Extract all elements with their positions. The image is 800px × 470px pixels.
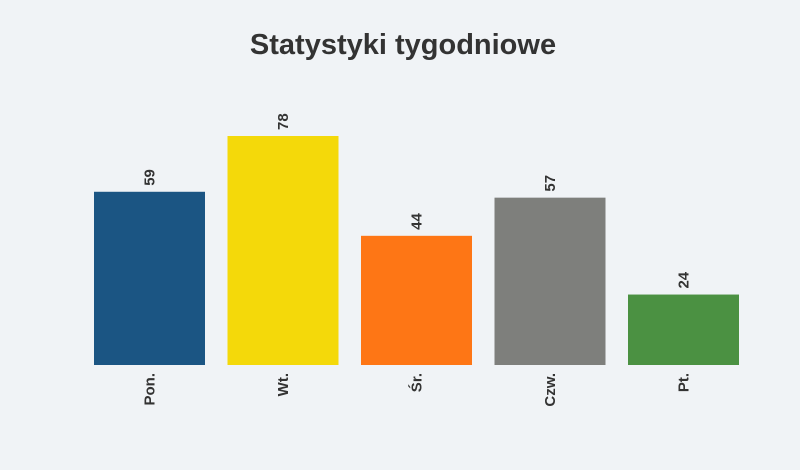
- bar-3: [494, 197, 606, 365]
- category-label: Czw.: [542, 373, 559, 407]
- value-label: 57: [542, 175, 559, 192]
- bar-0: [94, 191, 205, 365]
- category-label: Pon.: [142, 373, 159, 406]
- value-label: 59: [142, 169, 159, 186]
- bars: 59 Pon. 78 Wt. 44 Śr. 57 Czw. 24 Pt.: [94, 113, 739, 407]
- category-label: Pt.: [676, 373, 693, 392]
- category-label: Śr.: [408, 373, 426, 392]
- value-label: 78: [275, 113, 292, 130]
- bar-2: [361, 235, 472, 365]
- chart-title: Statystyki tygodniowe: [250, 29, 556, 61]
- bar-1: [227, 136, 339, 365]
- bar-4: [628, 294, 739, 365]
- value-label: 24: [676, 271, 693, 288]
- value-label: 44: [409, 212, 426, 229]
- category-label: Wt.: [275, 373, 292, 396]
